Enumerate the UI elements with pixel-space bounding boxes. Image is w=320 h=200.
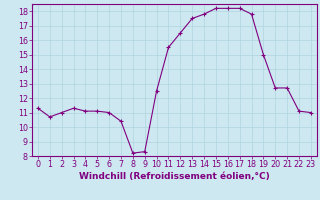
- X-axis label: Windchill (Refroidissement éolien,°C): Windchill (Refroidissement éolien,°C): [79, 172, 270, 181]
